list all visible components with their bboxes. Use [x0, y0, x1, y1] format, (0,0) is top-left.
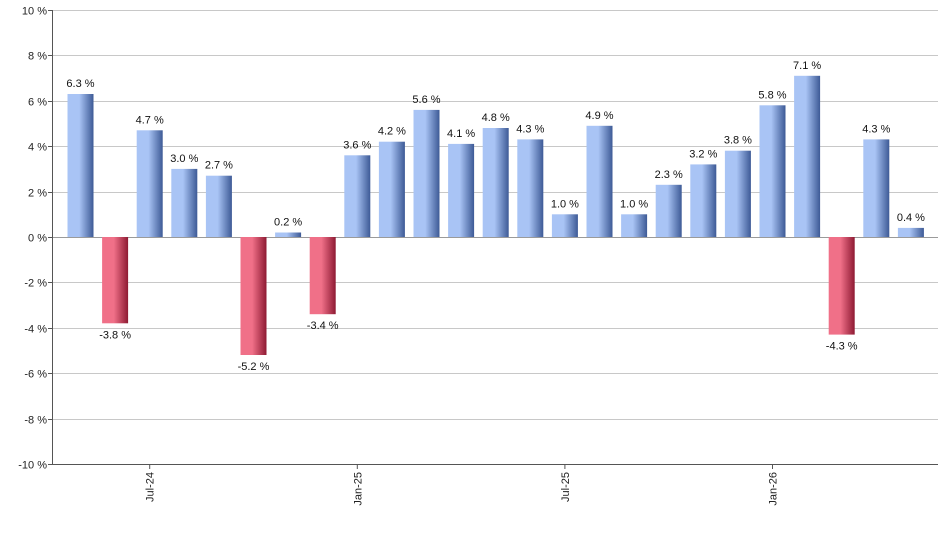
bar-value-label: 4.9 % — [585, 110, 613, 122]
y-tick-label: 8 % — [28, 51, 47, 63]
bar-value-label: -3.8 % — [99, 329, 131, 341]
bar-value-label: 0.4 % — [897, 212, 925, 224]
bar-positive — [275, 232, 302, 237]
bar-positive — [690, 164, 717, 237]
bar-value-label: -3.4 % — [307, 320, 339, 332]
bar-positive — [413, 109, 440, 237]
bar-positive — [551, 214, 578, 237]
y-tick-label: -10 % — [18, 460, 47, 472]
bar-value-label: 4.2 % — [378, 126, 406, 138]
bar-positive — [344, 155, 371, 237]
bar-value-label: -4.3 % — [826, 341, 858, 353]
bar-value-label: 2.7 % — [205, 160, 233, 172]
bar-negative — [828, 237, 855, 335]
bar-value-label: 1.0 % — [620, 198, 648, 210]
bar-positive — [897, 227, 924, 237]
bar-positive — [378, 141, 405, 237]
y-tick-label: -6 % — [24, 369, 47, 381]
bar-value-label: 3.8 % — [724, 135, 752, 147]
y-tick-label: 4 % — [28, 142, 47, 154]
y-tick-label: -4 % — [24, 324, 47, 336]
bars — [67, 75, 924, 355]
bar-negative — [240, 237, 267, 355]
bar-positive — [482, 128, 509, 237]
bar-positive — [136, 130, 163, 237]
bar-positive — [171, 168, 198, 237]
bar-value-label: 4.7 % — [136, 114, 164, 126]
bar-value-label: 3.6 % — [343, 139, 371, 151]
bar-value-label: 5.8 % — [758, 89, 786, 101]
bar-positive — [205, 175, 232, 237]
bar-value-label: 6.3 % — [66, 78, 94, 90]
x-tick-label: Jul-25 — [560, 472, 572, 502]
y-tick-label: 10 % — [22, 6, 47, 18]
y-tick-label: 6 % — [28, 97, 47, 109]
bar-positive — [621, 214, 648, 237]
bar-positive — [724, 150, 751, 237]
y-tick-label: -8 % — [24, 415, 47, 427]
bar-value-label: 0.2 % — [274, 217, 302, 229]
bar-value-label: 2.3 % — [655, 169, 683, 181]
bar-value-label: 1.0 % — [551, 198, 579, 210]
bar-positive — [863, 139, 890, 237]
bar-value-label: 4.1 % — [447, 128, 475, 140]
bar-positive — [759, 105, 786, 237]
x-tick-label: Jan-26 — [768, 472, 780, 506]
x-tick-label: Jul-24 — [145, 472, 157, 502]
bar-value-label: 4.8 % — [482, 112, 510, 124]
x-axis-tick-labels: Jul-24 Jan-25 Jul-25 Jan-26 — [145, 464, 780, 506]
y-tick-label: 0 % — [28, 233, 47, 245]
bar-negative — [309, 237, 336, 315]
bar-value-label: 3.2 % — [689, 148, 717, 160]
bar-positive — [517, 139, 544, 237]
bar-value-label: 7.1 % — [793, 60, 821, 72]
bar-value-label: 4.3 % — [862, 123, 890, 135]
y-tick-label: 2 % — [28, 188, 47, 200]
bar-value-label: 5.6 % — [412, 94, 440, 106]
bar-positive — [655, 184, 682, 237]
bar-positive — [794, 75, 821, 237]
y-tick-label: -2 % — [24, 278, 47, 290]
bar-positive — [448, 143, 475, 237]
bar-positive — [586, 125, 613, 237]
bar-value-label: 3.0 % — [170, 153, 198, 165]
bar-value-label: 4.3 % — [516, 123, 544, 135]
bar-negative — [102, 237, 129, 324]
bar-value-label: -5.2 % — [238, 361, 270, 373]
bar-positive — [67, 94, 94, 237]
axes — [52, 10, 938, 465]
y-axis-tick-labels: 10 % 8 % 6 % 4 % 2 % 0 % -2 % -4 % -6 % -8 % -10 % — [18, 6, 47, 472]
data-labels: 6.3 % -3.8 % 4.7 % 3.0 % 2.7 % -5.2 % 0.2 % -3.… — [66, 60, 925, 373]
x-tick-label: Jan-25 — [352, 472, 364, 506]
